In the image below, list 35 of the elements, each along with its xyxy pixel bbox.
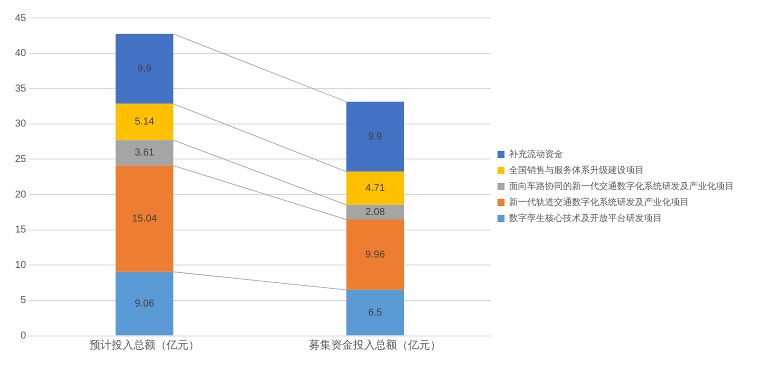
legend-label: 新一代轨道交通数字化系统研发及产业化项目 [509, 196, 689, 208]
y-tick-label: 15 [15, 224, 27, 236]
y-tick-label: 40 [15, 48, 27, 60]
data-label: 15.04 [132, 213, 158, 224]
data-label: 4.71 [365, 182, 386, 194]
x-tick-label: 募集资金投入总额（亿元） [309, 338, 442, 352]
y-tick-label: 0 [20, 330, 27, 342]
legend-label: 补充流动资金 [509, 148, 563, 160]
bar [116, 166, 174, 272]
y-tick-label: 45 [15, 12, 27, 24]
bar [346, 290, 404, 336]
legend-label: 全国销售与服务体系升级建设项目 [509, 164, 644, 176]
data-label: 2.08 [365, 206, 386, 218]
y-tick-label: 10 [15, 260, 27, 271]
y-tick-label: 5 [20, 295, 27, 306]
data-label: 9.9 [368, 131, 383, 142]
legend-label: 面向车路协同的新一代交通数字化系统研发及产业化项目 [509, 180, 734, 192]
data-label: 9.96 [365, 249, 386, 260]
data-label: 5.14 [134, 116, 155, 128]
data-label: 3.61 [134, 148, 155, 159]
legend-label: 数字孪生核心技术及开放平台研发项目 [509, 212, 662, 224]
bar [346, 172, 404, 205]
y-tick-label: 20 [15, 189, 27, 200]
bar [116, 104, 174, 140]
y-tick-label: 35 [15, 83, 27, 94]
bar [346, 102, 404, 172]
bar [116, 272, 174, 336]
bar [346, 220, 404, 290]
y-tick-label: 30 [15, 118, 27, 130]
data-label: 9.06 [134, 298, 155, 310]
data-label: 9.9 [138, 64, 152, 75]
y-tick-label: 25 [15, 154, 27, 165]
x-tick-label: 预计投入总额（亿元） [89, 338, 200, 352]
bar [116, 34, 174, 104]
data-label: 6.5 [368, 307, 383, 318]
